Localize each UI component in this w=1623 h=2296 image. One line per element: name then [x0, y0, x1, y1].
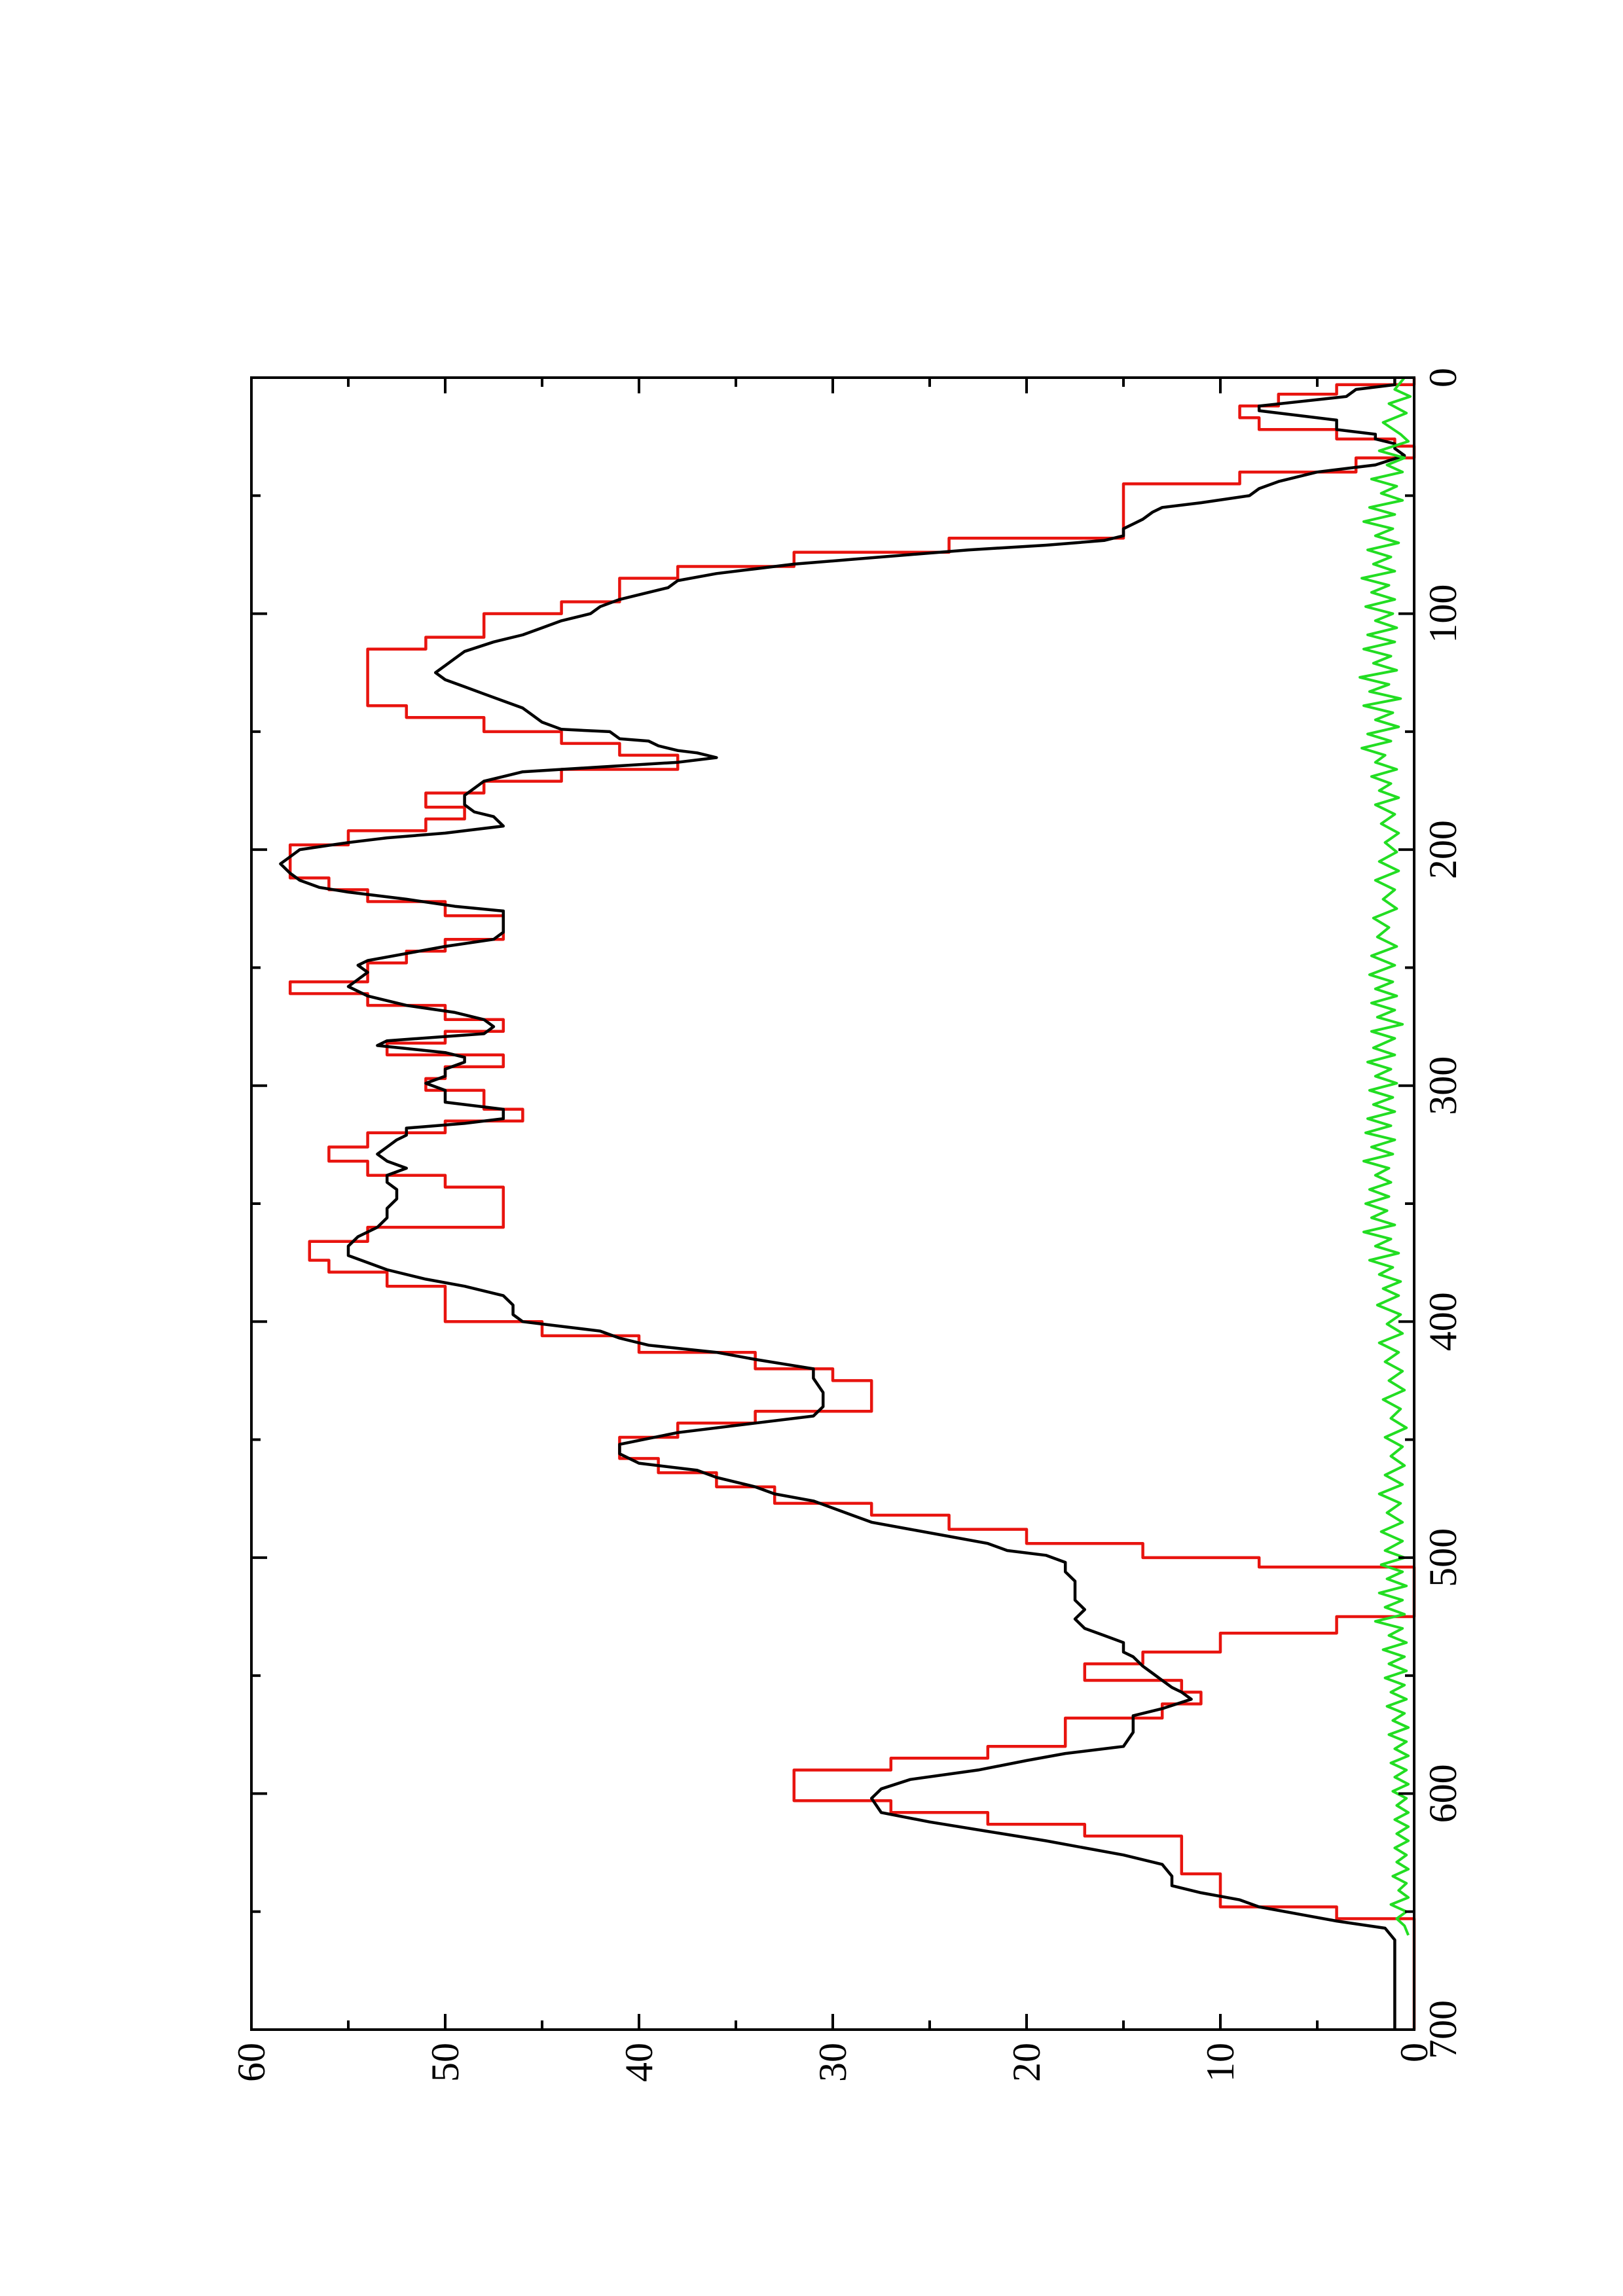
series-line-2 — [279, 378, 1406, 2030]
series-layer — [279, 376, 1416, 2030]
x-tick-label: 0 — [1421, 368, 1465, 387]
x-tick-label: 200 — [1421, 820, 1465, 879]
y-tick-label: 60 — [230, 2043, 273, 2082]
x-tick-label: 500 — [1421, 1528, 1465, 1587]
y-tick-label: 40 — [617, 2043, 661, 2082]
y-tick-label: 0 — [1393, 2043, 1436, 2062]
x-tick-label: 300 — [1421, 1056, 1465, 1115]
y-tick-label: 10 — [1199, 2043, 1242, 2082]
y-tick-label: 50 — [424, 2043, 467, 2082]
series-line-1 — [288, 378, 1416, 2030]
ticks-layer — [250, 376, 1415, 2031]
x-tick-label: 600 — [1421, 1764, 1465, 1823]
series-line-3 — [1359, 376, 1412, 1936]
y-tick-label: 30 — [811, 2043, 854, 2082]
x-tick-label: 400 — [1421, 1292, 1465, 1351]
x-tick-label: 700 — [1421, 2000, 1465, 2059]
x-tick-label: 100 — [1421, 584, 1465, 643]
plot-area-frame — [250, 376, 1415, 2031]
y-tick-label: 20 — [1005, 2043, 1048, 2082]
